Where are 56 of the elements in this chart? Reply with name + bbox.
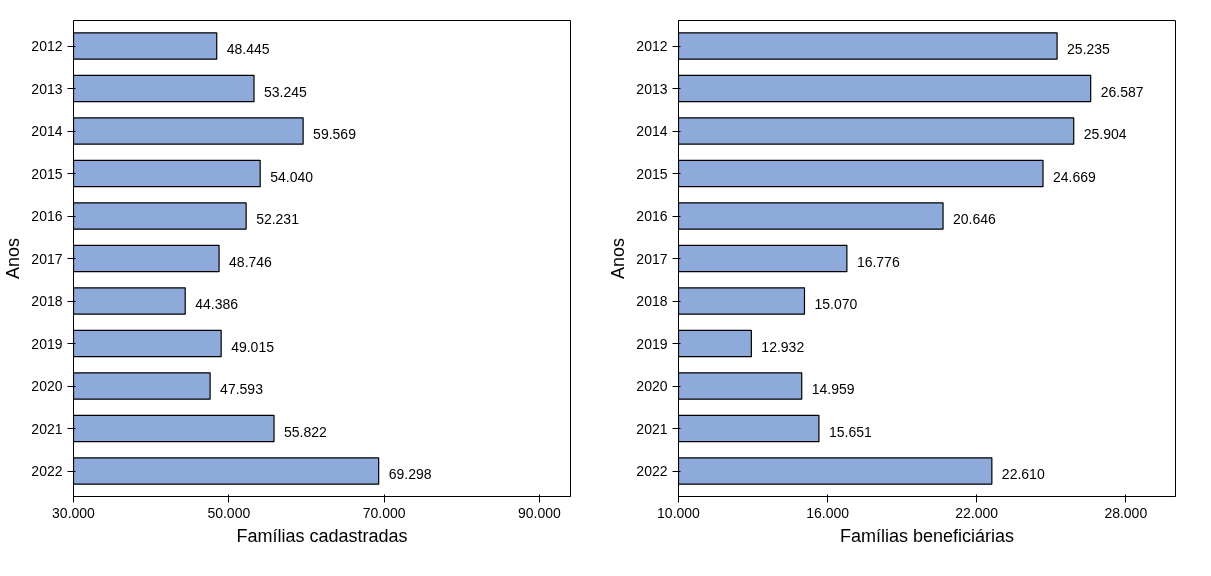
x-tick-label: 90.000 — [518, 504, 562, 521]
y-tick-label: 2014 — [31, 123, 63, 139]
y-tick-label: 2017 — [31, 250, 63, 267]
data-label: 26.587 — [1100, 83, 1144, 100]
data-label: 47.593 — [220, 381, 264, 397]
x-axis-title: Famílias cadastradas — [236, 525, 408, 546]
data-label: 48.445 — [226, 41, 270, 57]
data-label: 15.651 — [828, 423, 872, 440]
y-tick-label: 2018 — [31, 293, 63, 309]
y-tick-label: 2020 — [31, 378, 63, 394]
y-tick-label: 2022 — [636, 463, 668, 479]
data-label: 12.932 — [761, 338, 805, 355]
x-tick-label: 30.000 — [52, 504, 96, 521]
data-label: 69.298 — [388, 466, 432, 482]
y-tick-label: 2019 — [636, 335, 668, 352]
y-tick-label: 2013 — [31, 80, 63, 97]
y-tick-label: 2016 — [636, 208, 668, 224]
y-axis-title: Anos — [3, 237, 24, 280]
x-axis-title: Famílias beneficiárias — [839, 525, 1015, 546]
data-label: 52.231 — [256, 211, 300, 227]
x-tick-label: 22.000 — [955, 504, 999, 521]
y-tick-label: 2012 — [31, 38, 63, 54]
x-tick-label: 70.000 — [362, 504, 406, 521]
data-label: 22.610 — [1001, 466, 1045, 482]
y-axis-title: Anos — [608, 237, 629, 280]
data-label: 44.386 — [195, 296, 239, 312]
y-tick-label: 2016 — [31, 208, 63, 224]
data-label: 24.669 — [1053, 168, 1097, 185]
data-label: 20.646 — [953, 211, 997, 227]
y-tick-label: 2019 — [31, 335, 63, 352]
data-label: 54.040 — [270, 168, 314, 185]
data-label: 16.776 — [856, 253, 900, 270]
y-tick-label: 2014 — [636, 123, 668, 139]
data-label: 53.245 — [264, 83, 308, 100]
x-tick-label: 10.000 — [657, 504, 701, 521]
data-label: 48.746 — [229, 253, 273, 270]
x-tick-label: 50.000 — [207, 504, 251, 521]
y-tick-label: 2015 — [636, 165, 668, 182]
y-tick-label: 2015 — [31, 165, 63, 182]
data-label: 14.959 — [811, 381, 855, 397]
y-tick-label: 2021 — [636, 420, 668, 437]
y-tick-label: 2012 — [636, 38, 668, 54]
y-tick-label: 2013 — [636, 80, 668, 97]
y-tick-label: 2017 — [636, 250, 668, 267]
data-label: 15.070 — [814, 296, 858, 312]
y-tick-label: 2022 — [31, 463, 63, 479]
x-tick-label: 16.000 — [806, 504, 850, 521]
data-label: 59.569 — [313, 126, 357, 142]
data-label: 49.015 — [231, 338, 275, 355]
y-tick-label: 2018 — [636, 293, 668, 309]
data-label: 55.822 — [284, 423, 328, 440]
y-tick-label: 2020 — [636, 378, 668, 394]
x-tick-label: 28.000 — [1104, 504, 1148, 521]
data-label: 25.235 — [1067, 41, 1111, 57]
data-label: 25.904 — [1083, 126, 1127, 142]
y-tick-label: 2021 — [31, 420, 63, 437]
